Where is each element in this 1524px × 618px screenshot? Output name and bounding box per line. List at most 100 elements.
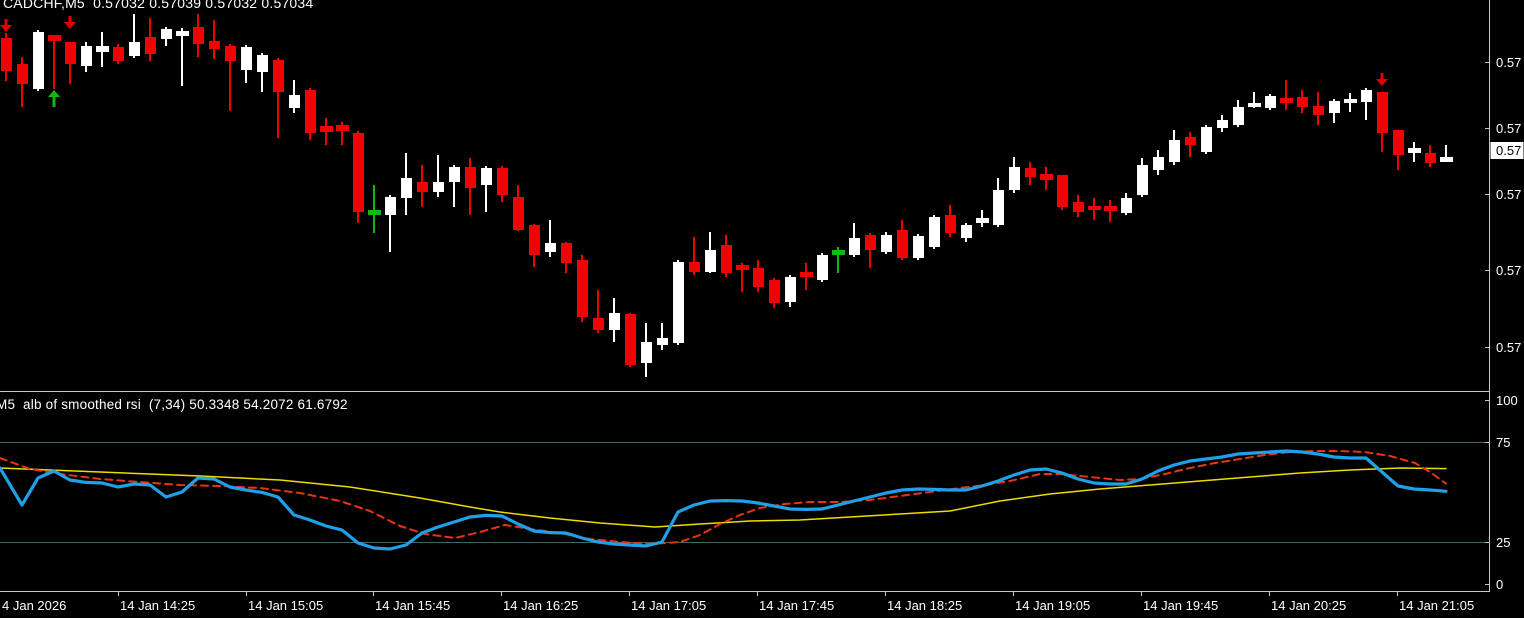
candle-body: [401, 178, 412, 198]
rsi-fast-line: [0, 449, 1448, 551]
sell-arrow-icon: [4, 19, 8, 27]
candle-wick: [837, 247, 839, 273]
candle-wick: [597, 290, 599, 333]
buy-arrow-icon: [52, 95, 56, 107]
candle-body: [849, 238, 860, 255]
candle-body: [1121, 198, 1132, 213]
sell-arrow-icon: [64, 22, 76, 29]
candle-body: [1217, 120, 1228, 128]
candle-body: [689, 262, 700, 272]
candle-body: [481, 168, 492, 185]
sell-arrow-icon: [0, 25, 12, 32]
candle-body: [81, 46, 92, 66]
candle-body: [17, 64, 28, 84]
candle-body: [145, 37, 156, 54]
candle-wick: [229, 44, 231, 111]
rsi-axis-label: 25: [1496, 535, 1510, 550]
candle-body: [1313, 106, 1324, 115]
candle-body: [881, 235, 892, 252]
candle-wick: [373, 185, 375, 233]
candle-body: [769, 280, 780, 303]
candle-wick: [437, 155, 439, 197]
candle-body: [865, 235, 876, 250]
candle-body: [48, 35, 61, 41]
price-axis-label: 0.57: [1496, 187, 1521, 202]
candle-body: [449, 167, 460, 182]
candle-body: [1440, 157, 1453, 162]
candle-body: [385, 197, 396, 215]
candle-body: [593, 318, 604, 330]
candle-body: [945, 215, 956, 233]
price-axis-label: 0.57: [1496, 340, 1521, 355]
time-axis-label: 14 Jan 20:25: [1271, 598, 1346, 613]
candle-wick: [741, 263, 743, 292]
candle-body: [433, 182, 444, 192]
candle-body: [465, 167, 476, 188]
time-axis-label: 14 Jan 15:45: [375, 598, 450, 613]
candle-body: [1040, 174, 1053, 180]
candle-wick: [53, 35, 55, 89]
candle-body: [1408, 148, 1421, 153]
candle-wick: [693, 237, 695, 275]
candle-body: [1280, 98, 1293, 103]
candle-body: [800, 272, 813, 277]
time-axis-label: 14 Jan 19:05: [1015, 598, 1090, 613]
rsi-axis-label: 100: [1496, 393, 1518, 408]
price-axis-label: 0.57: [1496, 55, 1521, 70]
candle-body: [1297, 97, 1308, 107]
candle-body: [832, 250, 845, 255]
candle-wick: [869, 233, 871, 268]
candle-body: [368, 210, 381, 215]
candle-body: [513, 197, 524, 230]
candle-body: [561, 243, 572, 263]
sell-arrow-icon: [1380, 73, 1384, 81]
time-axis-label: 14 Jan 14:25: [120, 598, 195, 613]
candle-body: [1201, 127, 1212, 152]
candle-wick: [181, 28, 183, 86]
time-axis-label: 14 Jan 18:25: [887, 598, 962, 613]
rsi-axis-label: 0: [1496, 577, 1503, 592]
candle-body: [497, 168, 508, 195]
candle-body: [545, 243, 556, 252]
candle-body: [641, 342, 652, 363]
candle-body: [305, 90, 316, 133]
candle-body: [65, 42, 76, 64]
candle-body: [353, 133, 364, 212]
candle-body: [1329, 101, 1340, 113]
candle-wick: [213, 20, 215, 59]
candle-body: [417, 182, 428, 192]
candle-body: [1057, 175, 1068, 207]
candle-body: [336, 125, 349, 131]
candle-body: [289, 95, 300, 108]
candle-body: [1153, 157, 1164, 170]
rsi-slow-line: [0, 450, 1447, 545]
candle-body: [625, 314, 636, 365]
candle-body: [1425, 153, 1436, 163]
time-axis-label: 14 Jan 17:45: [759, 598, 834, 613]
candle-body: [193, 27, 204, 44]
candle-body: [1233, 107, 1244, 125]
candle-body: [273, 60, 284, 92]
candle-wick: [661, 323, 663, 350]
candle-wick: [1445, 145, 1447, 162]
price-axis-label: 0.57: [1496, 121, 1521, 136]
sell-arrow-icon: [1376, 79, 1388, 86]
time-axis-label: 14 Jan 16:25: [503, 598, 578, 613]
candle-body: [929, 217, 940, 247]
price-axis-label: 0.57: [1496, 263, 1521, 278]
candle-body: [976, 218, 989, 223]
candle-wick: [133, 14, 135, 58]
time-axis-label: 4 Jan 2026: [2, 598, 66, 613]
rsi-axis-label: 75: [1496, 435, 1510, 450]
candle-body: [209, 41, 220, 49]
candle-body: [657, 338, 668, 345]
candle-body: [785, 277, 796, 302]
candle-body: [1377, 92, 1388, 133]
sell-arrow-icon: [68, 16, 72, 24]
candle-body: [1073, 202, 1084, 212]
candle-body: [113, 47, 124, 61]
candle-body: [577, 260, 588, 317]
candle-body: [1248, 103, 1261, 107]
